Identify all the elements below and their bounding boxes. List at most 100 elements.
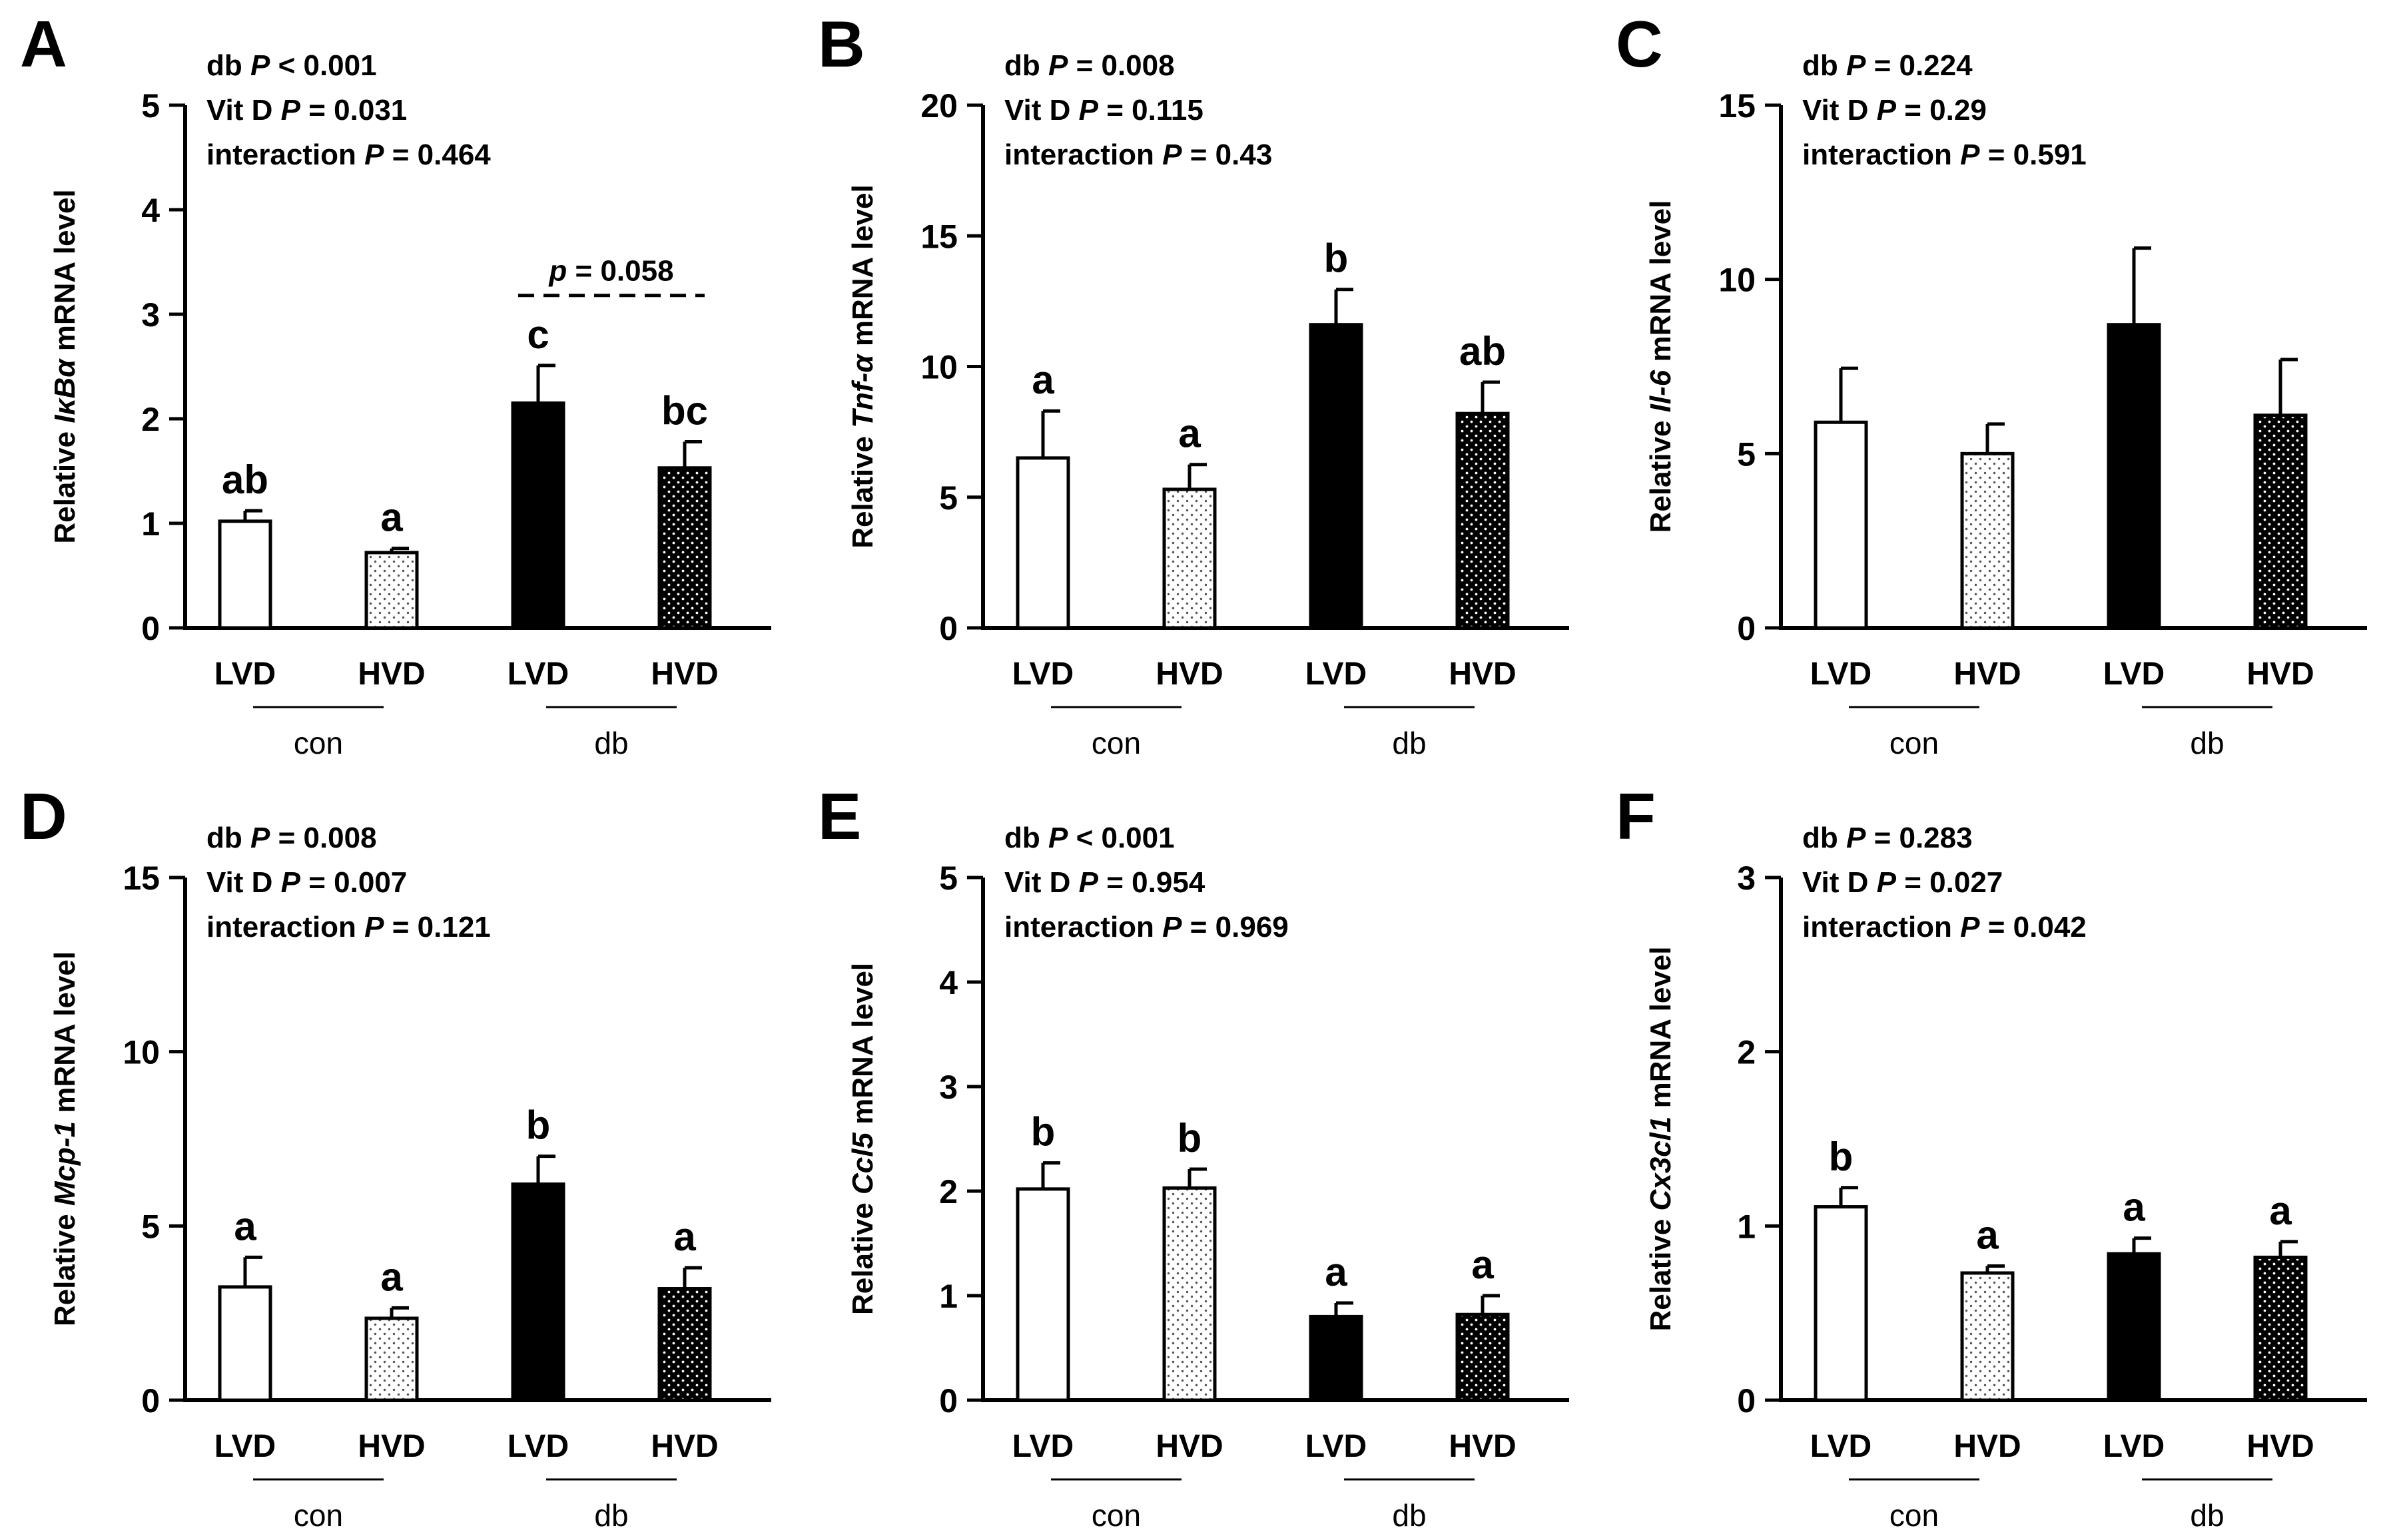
stat-value: = 0.008 [270,822,376,854]
category-label: LVD [1810,1429,1872,1464]
y-tick-label: 0 [141,1382,160,1419]
y-tick-label: 5 [141,87,160,125]
stat-term: db [1004,49,1048,82]
stat-line: Vit D P = 0.007 [206,866,407,899]
category-label: LVD [508,1429,569,1464]
bar-hvd-db [657,466,712,630]
stat-value: = 0.008 [1068,49,1174,82]
y-tick-label: 0 [1737,610,1756,647]
significance-letter: a [1325,1250,1347,1294]
bar-lvd-con [1814,420,1868,630]
stat-value: < 0.001 [270,49,376,82]
stat-line: interaction P = 0.969 [1004,911,1289,943]
comparison-value: = 0.058 [567,255,673,288]
significance-letter: b [1829,1135,1854,1179]
comparison-label: p = 0.058 [548,255,673,288]
group-label-con: con [1092,726,1141,760]
stat-term: db [1004,822,1048,854]
y-tick-label: 10 [123,1034,160,1071]
y-axis-label-gene: Mcp-1 [49,1121,81,1206]
stat-line: interaction P = 0.121 [206,911,491,943]
y-tick-label: 5 [141,1208,160,1245]
stat-value: = 0.591 [1980,138,2087,171]
stat-p-symbol: P [1162,138,1182,171]
stat-term: db [206,49,250,82]
significance-letter: b [1178,1116,1202,1160]
bar-lvd-db [511,1182,565,1402]
stat-value: = 0.969 [1182,911,1289,943]
stat-value: = 0.43 [1182,138,1273,171]
stat-p-symbol: P [1162,911,1182,943]
panel-letter: C [1616,7,1663,81]
y-axis-label-gene: Tnf-α [847,354,879,428]
bar-lvd-con [218,1285,272,1402]
significance-letter: a [2269,1188,2292,1233]
y-tick-label: 5 [939,860,958,897]
y-tick-label: 10 [1718,262,1756,299]
stat-term: interaction [1004,911,1162,943]
category-label: LVD [1810,656,1872,692]
y-tick-label: 15 [1718,87,1756,125]
category-label: LVD [1305,1429,1367,1464]
comparison-p-symbol: p [548,255,567,288]
bar-lvd-con [1814,1205,1868,1402]
stat-line: interaction P = 0.43 [1004,138,1272,171]
stat-p-symbol: P [250,822,270,854]
stat-p-symbol: P [1079,866,1099,899]
significance-letter: a [380,495,403,540]
stat-p-symbol: P [1048,822,1068,854]
stat-value: = 0.464 [384,138,492,171]
category-label: LVD [2103,656,2165,692]
bar-lvd-con [218,519,272,630]
y-axis-label-gene: Cx3cl1 [1644,1117,1677,1211]
group-label-con: con [294,1498,343,1533]
stat-value: < 0.001 [1068,822,1174,854]
bar-lvd-db [2107,1252,2161,1402]
y-axis-label-suffix: mRNA level [1644,946,1677,1116]
bar-hvd-con [1162,487,1217,630]
category-label: LVD [1012,656,1074,692]
stat-p-symbol: P [1079,94,1099,127]
stat-value: = 0.042 [1980,911,2087,943]
bar-hvd-db [1455,411,1510,630]
bar-lvd-con [1016,456,1070,630]
stat-value: = 0.283 [1866,822,1972,854]
significance-letter: c [527,312,549,357]
category-label: HVD [2246,656,2314,692]
y-axis-label: Relative IκBα mRNA level [49,189,81,543]
stat-p-symbol: P [1877,866,1897,899]
y-tick-label: 2 [1737,1034,1756,1071]
stat-p-symbol: P [1846,822,1866,854]
stat-term: interaction [206,138,364,171]
stat-term: interaction [1802,911,1960,943]
y-axis-label-prefix: Relative [847,1194,879,1315]
stat-p-symbol: P [1846,49,1866,82]
stat-p-symbol: P [1960,911,1980,943]
stat-term: Vit D [1802,94,1877,127]
bar-hvd-con [1162,1186,1217,1402]
stat-p-symbol: P [1960,138,1980,171]
y-tick-label: 4 [939,964,958,1001]
stat-term: db [206,822,250,854]
bar-hvd-con [1960,1271,2015,1402]
category-label: HVD [2246,1429,2314,1464]
y-tick-label: 10 [920,349,958,386]
y-axis-label-gene: Il-6 [1644,370,1677,412]
stat-term: Vit D [206,866,281,899]
y-axis-label-prefix: Relative [1644,412,1677,533]
category-label: HVD [358,1429,425,1464]
stat-term: interaction [1004,138,1162,171]
stat-line: Vit D P = 0.027 [1802,866,2003,899]
y-tick-label: 2 [141,401,160,438]
category-label: HVD [1156,1429,1223,1464]
group-label-con: con [1889,726,1939,760]
stat-value: = 0.29 [1896,94,1987,127]
stat-line: interaction P = 0.591 [1802,138,2087,171]
stat-value: = 0.027 [1896,866,2003,899]
significance-letter: b [526,1103,551,1148]
y-tick-label: 5 [1737,435,1756,473]
y-tick-label: 0 [1737,1382,1756,1419]
